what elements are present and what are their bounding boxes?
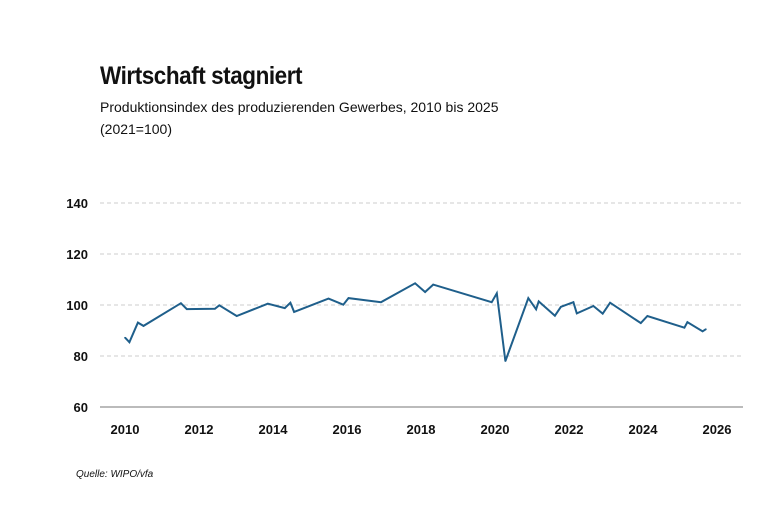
x-tick-label: 2020	[481, 422, 510, 437]
data-point	[554, 314, 556, 317]
data-point	[572, 301, 575, 303]
x-tick-label: 2010	[111, 422, 140, 437]
data-point	[560, 305, 562, 308]
data-point	[683, 326, 686, 329]
data-point	[293, 311, 295, 313]
y-tick-label: 80	[74, 349, 88, 364]
data-point	[347, 297, 350, 299]
series-line	[124, 282, 707, 362]
data-point	[705, 328, 707, 331]
data-point	[432, 283, 435, 286]
data-point	[527, 297, 530, 299]
data-point	[609, 301, 611, 304]
data-point	[639, 322, 642, 324]
subtitle-line: Produktionsindex des produzierenden Gewe…	[100, 99, 499, 115]
data-point	[380, 301, 382, 303]
y-tick-label: 140	[66, 196, 88, 211]
chart-subtitle: Produktionsindex des produzierenden Gewe…	[100, 96, 499, 140]
y-tick-label: 100	[66, 298, 88, 313]
subtitle-base: (2021=100)	[100, 121, 173, 137]
source-note: Quelle: WIPO/vfa	[76, 469, 154, 480]
data-point	[128, 341, 131, 344]
data-point	[137, 321, 139, 324]
data-point	[284, 307, 286, 309]
data-point	[686, 321, 689, 323]
x-tick-label: 2018	[407, 422, 436, 437]
data-point	[537, 300, 540, 303]
data-point	[701, 330, 704, 333]
data-point	[342, 303, 345, 306]
data-point	[424, 291, 426, 293]
data-point	[414, 282, 416, 285]
data-point	[289, 301, 292, 304]
data-point	[218, 304, 221, 307]
x-tick-label: 2026	[703, 422, 732, 437]
data-point	[180, 302, 182, 305]
data-point	[235, 315, 238, 317]
data-point	[267, 302, 269, 305]
data-point	[646, 315, 649, 317]
data-point	[496, 292, 498, 295]
data-point	[142, 325, 145, 327]
data-point	[575, 312, 578, 315]
data-point	[504, 360, 507, 362]
data-point	[592, 305, 595, 307]
data-point	[124, 336, 126, 339]
data-point	[327, 297, 330, 300]
data-point	[185, 308, 188, 310]
y-tick-label: 120	[66, 247, 88, 262]
data-point	[490, 301, 493, 303]
chart-title: Wirtschaft stagniert	[100, 62, 303, 90]
x-tick-label: 2012	[185, 422, 214, 437]
x-tick-label: 2016	[333, 422, 362, 437]
x-tick-label: 2014	[259, 422, 289, 437]
y-tick-label: 60	[74, 400, 88, 415]
data-point	[601, 312, 604, 315]
x-tick-label: 2022	[555, 422, 584, 437]
x-tick-label: 2024	[629, 422, 659, 437]
data-point	[214, 308, 216, 310]
data-point	[535, 308, 537, 311]
